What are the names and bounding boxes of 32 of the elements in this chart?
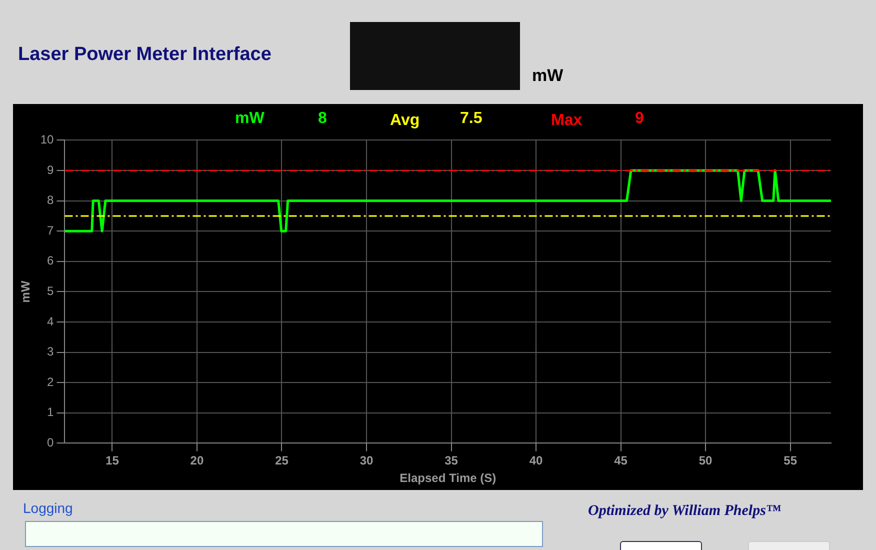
y-tick-label: 4	[47, 314, 54, 328]
y-tick-label: 2	[47, 374, 54, 389]
text: mW	[532, 66, 564, 86]
text: 8	[318, 110, 327, 128]
y-tick-label: 1	[47, 405, 54, 420]
y-tick-label: 10	[40, 132, 54, 147]
chart-title: Laser Power Meter Interface	[18, 44, 272, 66]
x-tick-label: 45	[614, 454, 628, 468]
x-tick-label: 20	[190, 454, 204, 468]
y-tick-label: 6	[47, 254, 54, 268]
x-tick-label: 15	[106, 454, 120, 468]
text: Logging	[23, 500, 73, 516]
text: 9	[635, 110, 644, 128]
text: Optimized by William Phelps™	[588, 503, 781, 520]
ref-line-label: Max	[551, 112, 582, 130]
x-tick-label: 55	[784, 454, 798, 468]
x-tick-label: 25	[275, 454, 289, 468]
x-tick-label: 40	[529, 454, 544, 468]
x-tick-label: 30	[360, 454, 374, 468]
y-tick-label: 0	[47, 436, 54, 450]
y-tick-label: 7	[47, 223, 54, 238]
x-tick-label: 50	[698, 454, 713, 468]
text: 7.5	[460, 110, 482, 128]
y-tick-label: 8	[47, 193, 54, 208]
x-axis-title: Elapsed Time (S)	[400, 471, 496, 486]
x-tick-label: 35	[444, 454, 458, 468]
text: mW	[235, 110, 264, 128]
y-axis-title: mW	[18, 280, 33, 303]
y-tick-label: 3	[47, 344, 54, 359]
y-tick-label: 9	[47, 162, 54, 177]
y-tick-label: 5	[47, 284, 54, 298]
ref-line-label: Avg	[390, 112, 420, 130]
